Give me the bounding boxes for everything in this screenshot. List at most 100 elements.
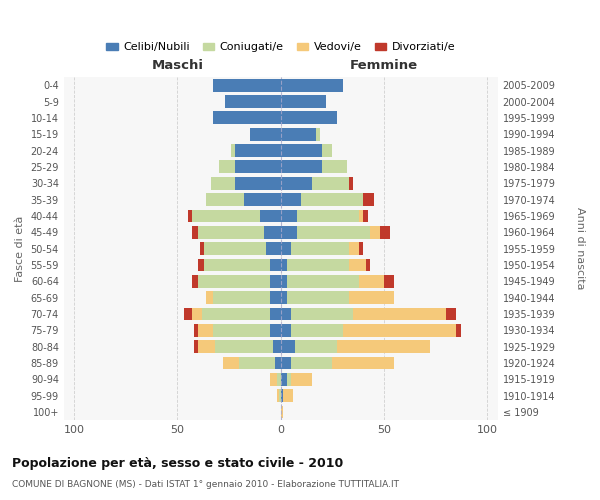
Bar: [231, 144, 235, 157]
Bar: [291, 308, 353, 320]
Bar: [322, 144, 332, 157]
Bar: [322, 160, 347, 173]
Bar: [364, 193, 374, 206]
Bar: [281, 275, 287, 287]
Bar: [200, 242, 205, 255]
Bar: [281, 210, 298, 222]
Bar: [194, 340, 198, 353]
Bar: [212, 324, 271, 336]
Bar: [235, 160, 281, 173]
Bar: [212, 112, 281, 124]
Bar: [316, 128, 320, 140]
Bar: [277, 390, 279, 402]
Bar: [281, 291, 287, 304]
Bar: [198, 258, 205, 272]
Bar: [291, 324, 343, 336]
Bar: [312, 177, 349, 190]
Bar: [223, 356, 239, 370]
Bar: [287, 258, 349, 272]
Bar: [235, 144, 281, 157]
Bar: [359, 210, 364, 222]
Bar: [380, 226, 391, 238]
Bar: [298, 210, 359, 222]
Bar: [281, 226, 298, 238]
Bar: [271, 308, 281, 320]
Bar: [337, 340, 430, 353]
Bar: [287, 373, 291, 386]
Bar: [281, 356, 291, 370]
Bar: [349, 177, 353, 190]
Bar: [349, 258, 365, 272]
Bar: [349, 242, 359, 255]
Bar: [281, 406, 283, 418]
Bar: [212, 79, 281, 92]
Bar: [206, 193, 244, 206]
Bar: [239, 356, 275, 370]
Bar: [194, 324, 198, 336]
Bar: [281, 128, 316, 140]
Bar: [343, 324, 457, 336]
Bar: [188, 210, 192, 222]
Bar: [271, 373, 277, 386]
Bar: [192, 210, 260, 222]
Bar: [212, 291, 271, 304]
Bar: [281, 160, 322, 173]
Bar: [279, 390, 281, 402]
Bar: [260, 210, 281, 222]
Bar: [283, 390, 293, 402]
Bar: [281, 193, 301, 206]
Y-axis label: Fasce di età: Fasce di età: [15, 216, 25, 282]
Bar: [281, 324, 291, 336]
Bar: [205, 258, 271, 272]
Bar: [457, 324, 461, 336]
Bar: [295, 340, 337, 353]
Text: Popolazione per età, sesso e stato civile - 2010: Popolazione per età, sesso e stato civil…: [12, 458, 343, 470]
Bar: [198, 324, 212, 336]
Bar: [287, 291, 349, 304]
Text: COMUNE DI BAGNONE (MS) - Dati ISTAT 1° gennaio 2010 - Elaborazione TUTTITALIA.IT: COMUNE DI BAGNONE (MS) - Dati ISTAT 1° g…: [12, 480, 399, 489]
Bar: [198, 275, 271, 287]
Bar: [277, 373, 281, 386]
Bar: [446, 308, 457, 320]
Bar: [266, 242, 281, 255]
Bar: [370, 226, 380, 238]
Bar: [384, 275, 394, 287]
Bar: [202, 308, 271, 320]
Bar: [271, 291, 281, 304]
Bar: [359, 275, 384, 287]
Bar: [291, 242, 349, 255]
Bar: [271, 258, 281, 272]
Bar: [281, 177, 312, 190]
Bar: [198, 340, 215, 353]
Bar: [271, 275, 281, 287]
Bar: [275, 356, 281, 370]
Bar: [349, 291, 394, 304]
Bar: [192, 308, 202, 320]
Bar: [184, 308, 192, 320]
Bar: [281, 373, 287, 386]
Bar: [215, 340, 272, 353]
Bar: [287, 275, 359, 287]
Bar: [353, 308, 446, 320]
Bar: [365, 258, 370, 272]
Bar: [281, 258, 287, 272]
Bar: [359, 242, 364, 255]
Bar: [291, 356, 332, 370]
Text: Femmine: Femmine: [350, 59, 418, 72]
Bar: [301, 193, 364, 206]
Legend: Celibi/Nubili, Coniugati/e, Vedovi/e, Divorziati/e: Celibi/Nubili, Coniugati/e, Vedovi/e, Di…: [102, 38, 460, 57]
Bar: [205, 242, 266, 255]
Bar: [281, 112, 337, 124]
Bar: [281, 242, 291, 255]
Bar: [211, 177, 235, 190]
Bar: [271, 324, 281, 336]
Bar: [206, 291, 212, 304]
Bar: [250, 128, 281, 140]
Bar: [192, 275, 198, 287]
Bar: [272, 340, 281, 353]
Bar: [244, 193, 281, 206]
Bar: [192, 226, 198, 238]
Bar: [281, 390, 283, 402]
Bar: [291, 373, 312, 386]
Bar: [225, 95, 281, 108]
